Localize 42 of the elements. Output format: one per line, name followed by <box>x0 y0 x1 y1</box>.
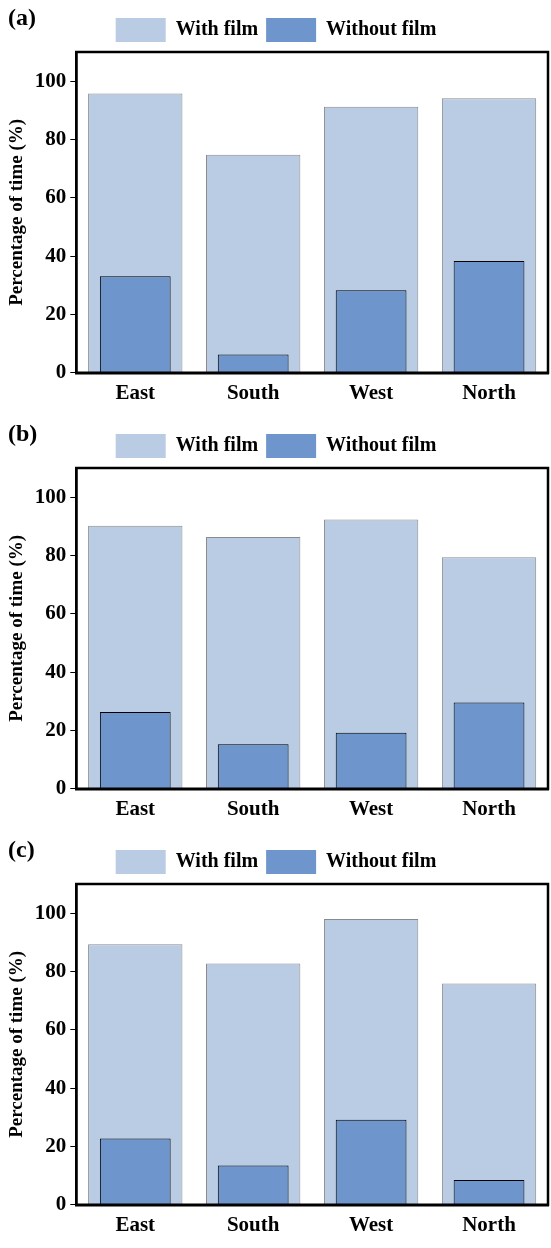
y-tick-label: 60 <box>45 600 67 625</box>
y-tick-label: 60 <box>45 1016 67 1041</box>
y-tick-label: 60 <box>45 184 67 209</box>
y-tick-label: 80 <box>45 957 67 982</box>
x-tick-label: North <box>462 795 517 820</box>
x-tick-label: East <box>115 795 156 820</box>
y-tick-label: 20 <box>45 1132 67 1157</box>
y-tick-label: 100 <box>34 67 67 92</box>
chart-title: (a) <box>8 4 36 31</box>
x-tick-label: South <box>226 795 280 820</box>
y-tick-label: 80 <box>45 125 67 150</box>
x-tick-label: East <box>115 1211 156 1236</box>
legend-label: Without film <box>326 17 437 40</box>
y-tick-label: 40 <box>45 242 67 267</box>
legend-label: With film <box>175 17 259 40</box>
y-axis-title: Percentage of time (%) <box>5 118 28 306</box>
x-tick-label: South <box>226 379 280 404</box>
y-axis-title: Percentage of time (%) <box>5 950 28 1138</box>
chart-title: (b) <box>8 420 38 447</box>
legend-label: With film <box>175 433 259 456</box>
y-tick-label: 20 <box>45 716 67 741</box>
legend-label: Without film <box>326 849 437 872</box>
y-axis-title: Percentage of time (%) <box>5 534 28 722</box>
y-tick-label: 0 <box>55 359 67 384</box>
x-tick-label: West <box>348 795 394 820</box>
y-tick-label: 80 <box>45 541 67 566</box>
y-tick-label: 100 <box>34 483 67 508</box>
y-tick-label: 0 <box>55 1191 67 1216</box>
x-tick-label: West <box>348 379 394 404</box>
y-tick-label: 100 <box>34 899 67 924</box>
legend-label: With film <box>175 849 259 872</box>
x-tick-label: North <box>462 1211 517 1236</box>
y-tick-label: 20 <box>45 300 67 325</box>
x-tick-label: West <box>348 1211 394 1236</box>
x-tick-label: East <box>115 379 156 404</box>
y-tick-label: 40 <box>45 658 67 683</box>
legend-label: Without film <box>326 433 437 456</box>
y-tick-label: 40 <box>45 1074 67 1099</box>
x-tick-label: North <box>462 379 517 404</box>
chart-title: (c) <box>8 836 35 863</box>
y-tick-label: 0 <box>55 775 67 800</box>
x-tick-label: South <box>226 1211 280 1236</box>
